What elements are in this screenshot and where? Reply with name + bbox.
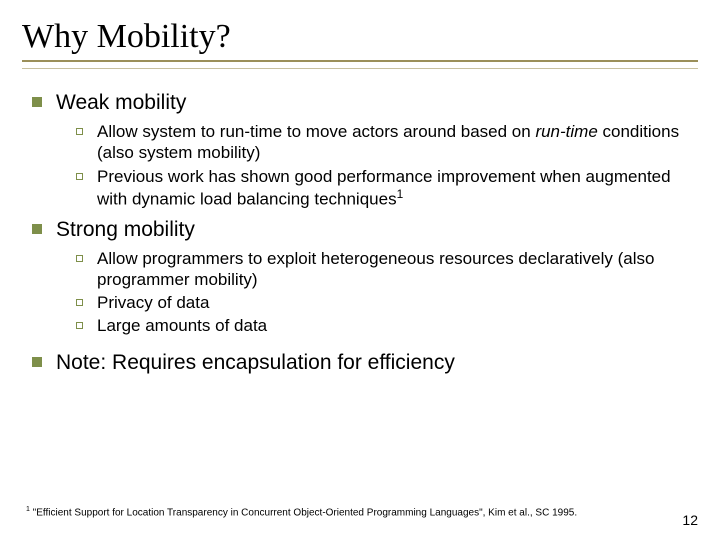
hollow-square-bullet-icon xyxy=(76,173,83,180)
bullet-level2: Previous work has shown good performance… xyxy=(76,166,698,210)
bullet-level1: Weak mobility xyxy=(32,91,698,115)
subitems-group: Allow programmers to exploit heterogeneo… xyxy=(32,248,698,337)
footnote: 1 "Efficient Support for Location Transp… xyxy=(26,506,577,518)
bullet-level1: Strong mobility xyxy=(32,218,698,242)
square-bullet-icon xyxy=(32,224,42,234)
sub-item-text: Previous work has shown good performance… xyxy=(97,166,698,210)
sub-item-text: Large amounts of data xyxy=(97,315,267,336)
sub-item-text: Privacy of data xyxy=(97,292,209,313)
title-underline xyxy=(22,60,698,62)
section-heading: Note: Requires encapsulation for efficie… xyxy=(56,351,455,375)
bullet-level2: Allow programmers to exploit heterogeneo… xyxy=(76,248,698,291)
slide-title: Why Mobility? xyxy=(22,18,698,56)
square-bullet-icon xyxy=(32,357,42,367)
hollow-square-bullet-icon xyxy=(76,299,83,306)
bullet-level2: Large amounts of data xyxy=(76,315,698,336)
hollow-square-bullet-icon xyxy=(76,322,83,329)
slide-content: Weak mobility Allow system to run-time t… xyxy=(22,91,698,375)
hollow-square-bullet-icon xyxy=(76,255,83,262)
square-bullet-icon xyxy=(32,97,42,107)
bullet-level2: Allow system to run-time to move actors … xyxy=(76,121,698,164)
sub-item-text: Allow programmers to exploit heterogeneo… xyxy=(97,248,698,291)
bullet-level2: Privacy of data xyxy=(76,292,698,313)
title-thin-line xyxy=(22,68,698,69)
section-heading: Strong mobility xyxy=(56,218,195,242)
page-number: 12 xyxy=(682,512,698,528)
sub-item-text: Allow system to run-time to move actors … xyxy=(97,121,698,164)
hollow-square-bullet-icon xyxy=(76,128,83,135)
bullet-level1: Note: Requires encapsulation for efficie… xyxy=(32,351,698,375)
section-heading: Weak mobility xyxy=(56,91,186,115)
subitems-group: Allow system to run-time to move actors … xyxy=(32,121,698,210)
